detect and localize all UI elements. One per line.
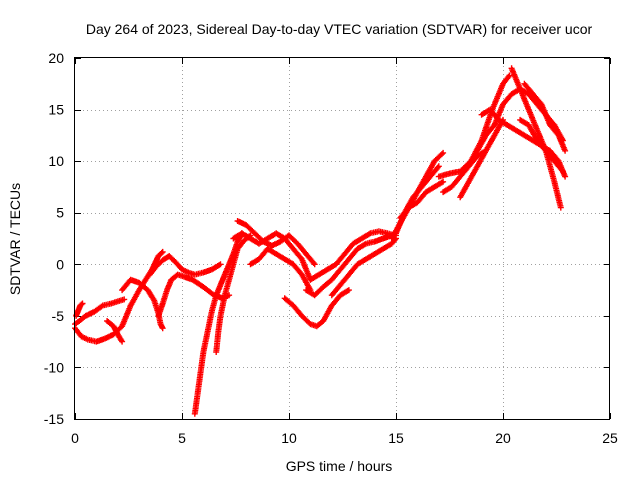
series-track-25 [508, 65, 564, 211]
series-track-15 [307, 228, 399, 283]
chart-title: Day 264 of 2023, Sidereal Day-to-day VTE… [86, 21, 593, 37]
series-track-19 [397, 178, 447, 221]
series-track-4 [73, 300, 86, 319]
series-track-26 [517, 116, 566, 175]
series-track-27 [521, 80, 569, 154]
y-tick-label: 20 [48, 50, 64, 66]
y-tick-label: -15 [44, 411, 64, 427]
y-tick-label: 0 [56, 256, 64, 272]
x-tick-label: 0 [71, 430, 79, 446]
y-tick-label: 15 [48, 102, 64, 118]
series-track-14 [303, 232, 395, 299]
y-axis-label: SDTVAR / TECUs [7, 183, 23, 295]
x-tick-label: 5 [178, 430, 186, 446]
data-series [72, 65, 569, 417]
series-track-16 [328, 235, 399, 299]
x-tick-label: 25 [602, 430, 618, 446]
series-track-6 [146, 253, 224, 278]
x-tick-label: 15 [388, 430, 404, 446]
x-tick-label: 10 [281, 430, 297, 446]
series-track-13 [281, 287, 352, 330]
series-track-9 [213, 232, 254, 355]
series-track-22 [457, 116, 506, 201]
series-track-3 [104, 318, 126, 345]
series-track-8 [191, 230, 245, 417]
x-tick-label: 20 [495, 430, 511, 446]
series-track-12 [247, 245, 314, 294]
y-tick-label: 10 [48, 153, 64, 169]
y-tick-label: 5 [56, 205, 64, 221]
series-track-11 [230, 230, 314, 283]
series-track-10 [234, 218, 318, 268]
plot-frame [74, 57, 610, 420]
axis-ticks: 0 5 10 15 20 25 -15 -10 -5 0 5 10 15 20 [44, 50, 618, 446]
series-track-21 [440, 147, 489, 196]
y-tick-label: -5 [52, 308, 65, 324]
x-axis-label: GPS time / hours [286, 458, 393, 474]
y-tick-label: -10 [44, 359, 64, 375]
